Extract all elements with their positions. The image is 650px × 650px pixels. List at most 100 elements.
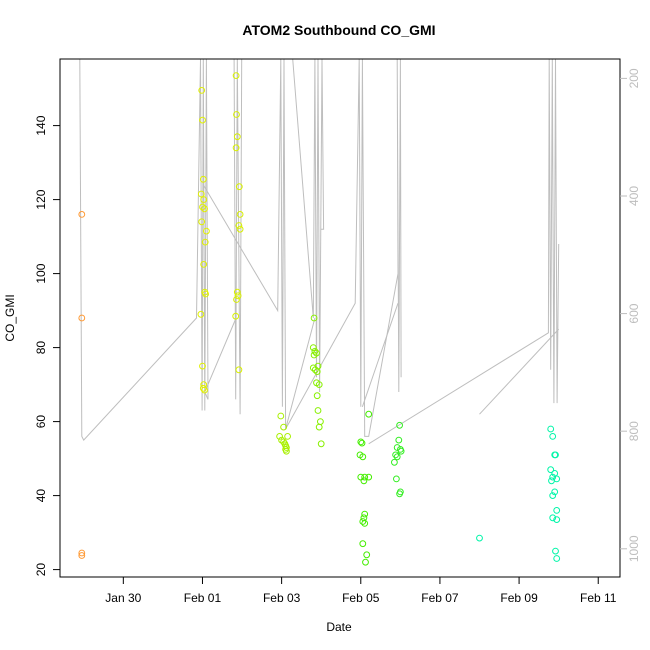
y2-tick-label: 400 [627,186,641,206]
data-point [198,87,206,94]
data-point [235,222,243,229]
data-point [362,558,369,566]
data-point [359,540,367,548]
y2-tick-label: 800 [627,421,641,441]
data-point [236,225,244,233]
data-point [203,227,210,235]
data-point [198,218,206,226]
data-point [396,421,404,429]
y-axis: 20 40 60 80 100 120 140 [34,115,60,576]
data-point [549,514,557,522]
data-point [395,436,403,444]
data-point [200,196,208,204]
profile-line [79,58,237,441]
data-point [78,211,86,218]
data-point [315,381,323,389]
data-point [357,473,365,481]
profile-line [285,58,402,437]
data-point [365,410,373,418]
x-tick-label: Feb 03 [263,591,301,605]
data-point [233,133,241,141]
data-point [358,439,366,447]
x-axis: Jan 30 Feb 01 Feb 03 Feb 05 Feb 07 Feb 09 Feb … [105,576,617,605]
data-point [361,473,369,481]
chart-title: ATOM2 Southbound CO_GMI [242,22,435,38]
data-point [359,518,367,525]
data-point [393,475,400,483]
y-tick-label: 60 [34,415,48,429]
data-point [234,292,242,300]
data-point [310,351,318,359]
data-point [284,433,292,440]
data-point [197,310,205,318]
data-point [313,392,321,400]
data-point [547,466,555,474]
y-tick-label: 80 [34,341,48,355]
data-point [235,366,243,374]
data-point [551,488,559,496]
data-point [311,347,319,355]
plot-frame [59,58,621,578]
data-point [201,205,208,213]
data-point [549,492,557,500]
data-point [233,288,241,296]
data-point [360,477,368,485]
data-point [202,290,210,298]
x-axis-label: Date [326,620,352,634]
data-point [199,116,206,124]
data-point [553,555,561,562]
y-axis-label: CO_GMI [3,294,17,341]
data-point [233,296,240,303]
data-point [548,477,555,485]
data-point [199,203,206,211]
data-point [313,368,321,376]
data-point [276,433,284,440]
data-point [236,211,244,218]
data-point [391,458,398,466]
profile-line [202,58,316,430]
data-point [233,111,240,118]
y2-tick-label: 600 [627,303,641,323]
data-point [309,364,317,372]
data-point [553,507,561,514]
scatter-points [78,72,561,566]
data-point [232,72,240,79]
profile-line [361,303,399,407]
data-point [277,412,285,420]
data-point [549,433,557,440]
data-point [199,362,206,370]
x-tick-label: Feb 09 [500,591,538,605]
data-point [365,473,373,481]
data-point [547,425,555,433]
data-point [310,314,318,322]
data-point [360,514,368,522]
data-point [315,423,323,431]
data-point [476,534,483,542]
y-tick-label: 120 [34,189,48,209]
x-tick-label: Feb 07 [421,591,459,605]
data-point [232,144,240,152]
x-tick-label: Feb 05 [342,591,380,605]
data-point [309,344,317,352]
data-point [553,516,561,523]
data-point [363,551,371,559]
data-point [314,407,322,414]
y-tick-label: 20 [34,563,48,577]
data-point [78,314,86,322]
x-tick-label: Feb 01 [184,591,222,605]
data-point [552,547,559,555]
data-point [396,490,404,498]
profile-line [479,328,560,415]
y2-tick-label: 1000 [627,535,641,562]
y-tick-label: 140 [34,115,48,135]
data-point [552,451,559,459]
data-point [199,175,207,183]
data-point [232,312,240,320]
data-point [392,451,400,459]
data-point [317,440,325,448]
data-point [359,453,367,461]
data-point [78,552,86,559]
data-point [393,453,401,461]
y-tick-label: 40 [34,489,48,503]
